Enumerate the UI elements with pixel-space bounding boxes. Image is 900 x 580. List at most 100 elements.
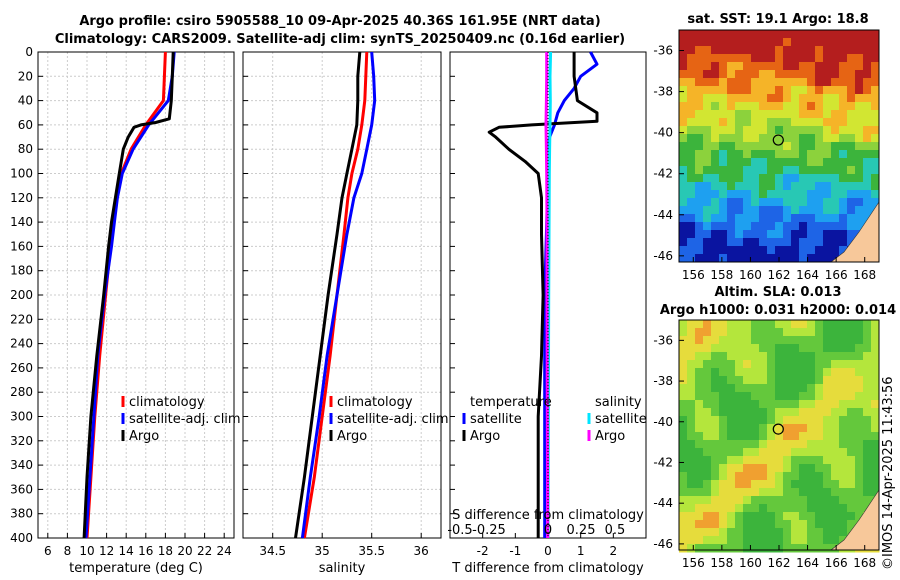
temperature-profile-ytick-label: 260 (10, 361, 33, 375)
temperature-profile-series-satellite-adj-clim (84, 51, 176, 539)
sla-map-xtick-label: 166 (825, 556, 848, 570)
temperature-profile-ytick-label: 160 (10, 239, 33, 253)
sla-map-xtick-label: 164 (796, 556, 819, 570)
temperature-profile-ytick-label: 200 (10, 288, 33, 302)
sla-map-xtick-label: 160 (739, 556, 762, 570)
temperature-legend-label: Argo (129, 429, 159, 444)
sla-map-xtick-label: 158 (710, 556, 733, 570)
temperature-profile-xtick-label: 18 (158, 544, 173, 558)
sla-map-field (679, 320, 880, 553)
temperature-profile-ytick-label: 120 (10, 191, 33, 205)
sst-map-xtick-label: 160 (739, 268, 762, 282)
difference-profile-xtick-label: -2 (477, 544, 489, 558)
sla-map-ytick-label: -38 (653, 374, 673, 388)
difference-temp-legend-label: satellite (470, 412, 522, 427)
figure-title-line2: Climatology: CARS2009. Satellite-adj cli… (54, 32, 626, 47)
salinity-profile-xlabel: salinity (319, 561, 366, 576)
difference-profile-xtick-label: -1 (509, 544, 521, 558)
temperature-profile-ytick-label: 100 (10, 167, 33, 181)
salinity-profile-series-argo (294, 51, 362, 539)
difference-temp-legend-label: Argo (470, 429, 500, 444)
difference-secondary-xtick: -0.25 (472, 523, 506, 538)
salinity-profile-series-satellite-adj-clim (300, 51, 377, 539)
temperature-legend-label: climatology (129, 395, 205, 410)
temperature-profile-ytick-label: 320 (10, 434, 33, 448)
temperature-profile-xtick-label: 20 (177, 544, 192, 558)
salinity-legend-label: Argo (337, 429, 367, 444)
difference-legend-group-salinity: salinity (595, 395, 642, 410)
temperature-profile-ytick-label: 280 (10, 385, 33, 399)
temperature-profile-ytick-label: 140 (10, 215, 33, 229)
sst-map-xtick-label: 166 (825, 268, 848, 282)
sst-map-ytick-label: -36 (653, 44, 673, 58)
temperature-profile-xtick-label: 6 (44, 544, 52, 558)
sla-map-xtick-label: 168 (853, 556, 876, 570)
sst-map-field (679, 30, 880, 263)
temperature-profile-series-argo (82, 51, 175, 539)
sst-map-xtick-label: 156 (682, 268, 705, 282)
sla-map-xtick-label: 156 (682, 556, 705, 570)
difference-secondary-xlabel: S difference from climatology (452, 508, 644, 523)
temperature-profile-xtick-label: 8 (64, 544, 72, 558)
sst-map-ytick-label: -42 (653, 167, 673, 181)
sst-map-ytick-label: -44 (653, 208, 673, 222)
sst-map-ytick-label: -40 (653, 126, 673, 140)
temperature-legend-label: satellite-adj. clim (129, 412, 241, 427)
temperature-profile-ytick-label: 240 (10, 337, 33, 351)
figure-title-line1: Argo profile: csiro 5905588_10 09-Apr-20… (79, 14, 601, 29)
difference-profile-xtick-label: 0 (544, 544, 552, 558)
difference-profile-series-argo (544, 52, 550, 539)
temperature-profile-ytick-label: 20 (18, 69, 33, 83)
temperature-profile-ytick-label: 180 (10, 264, 33, 278)
sst-map-argo-marker (772, 134, 784, 146)
sla-map-ytick-label: -46 (653, 537, 673, 551)
temperature-profile-xtick-label: 22 (197, 544, 212, 558)
temperature-profile-xtick-label: 16 (138, 544, 153, 558)
imos-timestamp: ©IMOS 14-Apr-2025 11:43:56 (881, 376, 896, 570)
difference-secondary-xtick: 0.25 (567, 523, 596, 538)
sla-map-argo-marker (772, 423, 784, 435)
temperature-profile-ytick-label: 360 (10, 482, 33, 496)
salinity-legend-label: satellite-adj. clim (337, 412, 449, 427)
difference-secondary-xtick: 0.5 (605, 523, 626, 538)
difference-sal-legend-label: satellite (595, 412, 647, 427)
difference-profile-series-satellite (543, 51, 599, 538)
temperature-profile-ytick-label: 380 (10, 507, 33, 521)
temperature-profile-ytick-label: 220 (10, 312, 33, 326)
salinity-profile-xtick-label: 34.5 (259, 544, 286, 558)
sla-map-ytick-label: -40 (653, 415, 673, 429)
temperature-profile-xtick-label: 24 (217, 544, 232, 558)
difference-sal-legend-label: Argo (595, 429, 625, 444)
temperature-profile-ytick-label: 340 (10, 458, 33, 472)
sst-map-xtick-label: 164 (796, 268, 819, 282)
salinity-legend-label: climatology (337, 395, 413, 410)
sla-map-ytick-label: -44 (653, 496, 673, 510)
sst-map-title: sat. SST: 19.1 Argo: 18.8 (687, 12, 868, 27)
sst-map-ytick-label: -38 (653, 85, 673, 99)
temperature-profile-ytick-label: 300 (10, 410, 33, 424)
difference-profile-xtick-label: 1 (577, 544, 585, 558)
sla-map-subtitle: Argo h1000: 0.031 h2000: 0.014 (660, 303, 896, 318)
temperature-profile-ytick-label: 0 (25, 45, 33, 59)
difference-legend-group-temperature: temperature (470, 395, 552, 410)
temperature-profile-xtick-label: 12 (99, 544, 114, 558)
temperature-profile-xtick-label: 10 (79, 544, 94, 558)
temperature-profile-ytick-label: 400 (10, 531, 33, 545)
sst-map-xtick-label: 162 (768, 268, 791, 282)
difference-secondary-xtick: 0 (544, 523, 552, 538)
temperature-profile-xlabel: temperature (deg C) (69, 561, 203, 576)
sla-map-title: Altim. SLA: 0.013 (715, 285, 842, 300)
salinity-profile-xtick-label: 36 (414, 544, 429, 558)
temperature-profile-ytick-label: 40 (18, 94, 33, 108)
difference-profile-xlabel: T difference from climatology (451, 561, 644, 576)
sla-map-xtick-label: 162 (768, 556, 791, 570)
temperature-profile-xtick-label: 14 (119, 544, 134, 558)
difference-profile-series-argo (487, 52, 599, 538)
salinity-profile-xtick-label: 35.5 (358, 544, 385, 558)
sst-map-xtick-label: 168 (853, 268, 876, 282)
temperature-profile-ytick-label: 80 (18, 142, 33, 156)
temperature-profile-ytick-label: 60 (18, 118, 33, 132)
sla-map-ytick-label: -36 (653, 333, 673, 347)
sst-map-ytick-label: -46 (653, 249, 673, 263)
